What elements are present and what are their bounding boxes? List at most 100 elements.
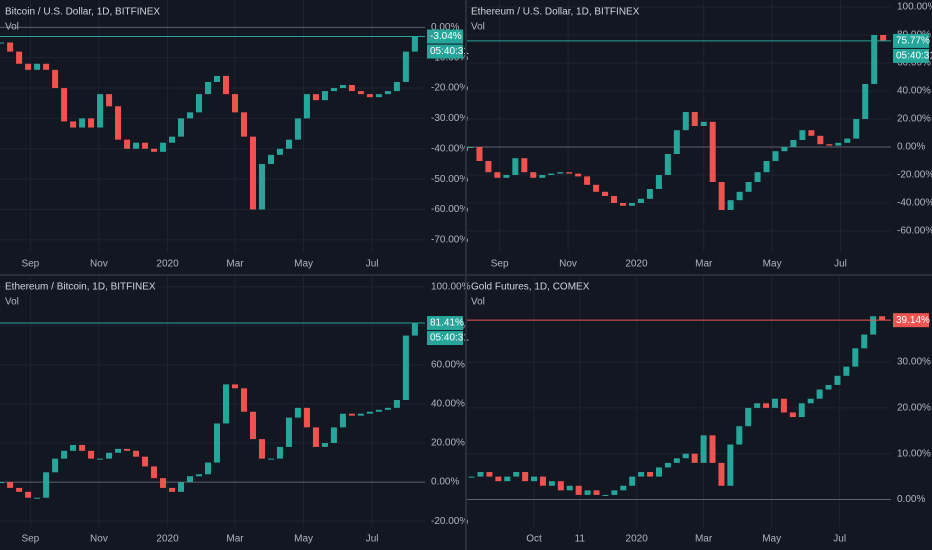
candle	[70, 444, 77, 451]
x-tick-label: Oct	[526, 534, 542, 545]
candle	[142, 456, 149, 467]
candle	[249, 136, 256, 210]
candle	[852, 348, 859, 367]
candle	[834, 375, 841, 385]
candle	[763, 161, 770, 173]
y-tick-label: 20.00%	[897, 403, 931, 414]
candle	[745, 182, 752, 192]
x-tick-label: 2020	[156, 259, 179, 270]
candle	[79, 444, 86, 451]
candle	[321, 443, 328, 447]
candle	[673, 130, 680, 154]
candle	[763, 403, 770, 408]
candle	[673, 458, 680, 463]
candle	[593, 490, 600, 495]
candle	[539, 476, 546, 486]
candle	[602, 494, 609, 496]
candle	[52, 69, 59, 89]
candle	[664, 462, 671, 468]
candle	[566, 172, 573, 174]
candle	[267, 458, 274, 460]
y-tick-label: 0.00%	[897, 494, 925, 505]
candle	[151, 466, 158, 479]
candle	[276, 446, 283, 459]
candle	[620, 485, 627, 491]
candle	[124, 139, 131, 149]
candle	[205, 462, 212, 475]
y-tick-label: 100.00%	[897, 2, 932, 13]
x-tick-label: 2020	[625, 259, 648, 270]
candle	[611, 490, 618, 495]
x-tick-label: Mar	[226, 534, 244, 545]
candle	[411, 36, 418, 52]
candle	[213, 75, 220, 82]
candle	[97, 458, 104, 460]
candle	[357, 91, 364, 95]
candle	[160, 142, 167, 152]
candle	[486, 472, 493, 477]
candle	[366, 94, 373, 98]
candle	[142, 142, 149, 149]
candle	[366, 411, 373, 414]
candle	[566, 485, 573, 491]
last-price-label: -3.04%	[430, 31, 462, 42]
y-tick-label: -20.00%	[431, 83, 468, 94]
x-tick-label: Mar	[695, 534, 713, 545]
candle	[213, 423, 220, 463]
candle	[348, 413, 355, 416]
volume-label: Vol	[471, 22, 485, 33]
y-tick-label: 20.00%	[897, 114, 931, 125]
candle	[522, 472, 529, 482]
candle	[807, 398, 814, 404]
x-tick-label: Mar	[226, 259, 244, 270]
candle	[772, 151, 779, 161]
candle	[330, 88, 337, 92]
last-price-label: 81.41%	[430, 318, 464, 329]
candle	[495, 476, 502, 482]
candle	[303, 407, 310, 428]
candle	[718, 462, 725, 486]
countdown-box	[893, 48, 929, 63]
candle	[240, 112, 247, 137]
candle	[799, 130, 806, 140]
candle	[285, 417, 292, 447]
y-tick-label: -40.00%	[897, 198, 932, 209]
y-tick-label: 10.00%	[897, 448, 931, 459]
candle	[835, 142, 842, 146]
candle	[43, 63, 50, 70]
candle	[357, 413, 364, 416]
x-tick-label: May	[294, 259, 313, 270]
candle	[628, 203, 635, 206]
candle	[700, 121, 707, 126]
candle	[512, 158, 519, 175]
candle	[843, 366, 850, 376]
candle	[393, 81, 400, 92]
candle	[655, 467, 662, 477]
candle	[754, 403, 761, 408]
candle	[504, 476, 511, 482]
candle	[52, 458, 59, 473]
candle	[557, 481, 564, 491]
candle	[196, 94, 203, 113]
candle	[339, 85, 346, 89]
candle	[169, 136, 176, 143]
candle	[249, 411, 256, 440]
y-tick-label: 100.00%	[431, 281, 471, 292]
countdown-box	[427, 44, 463, 59]
candle	[531, 476, 538, 482]
y-tick-label: -70.00%	[431, 234, 468, 245]
x-tick-label: Mar	[695, 259, 713, 270]
candle	[646, 189, 653, 199]
y-tick-label: -20.00%	[431, 516, 468, 527]
candle	[647, 472, 654, 477]
candle	[0, 42, 5, 44]
candle	[700, 435, 707, 463]
candle	[303, 94, 310, 119]
candle	[593, 184, 600, 192]
candle	[25, 63, 32, 70]
candle	[718, 182, 725, 210]
countdown-box	[427, 331, 463, 346]
candle	[861, 334, 868, 349]
candle	[871, 35, 878, 84]
y-tick-label: -60.00%	[431, 204, 468, 215]
